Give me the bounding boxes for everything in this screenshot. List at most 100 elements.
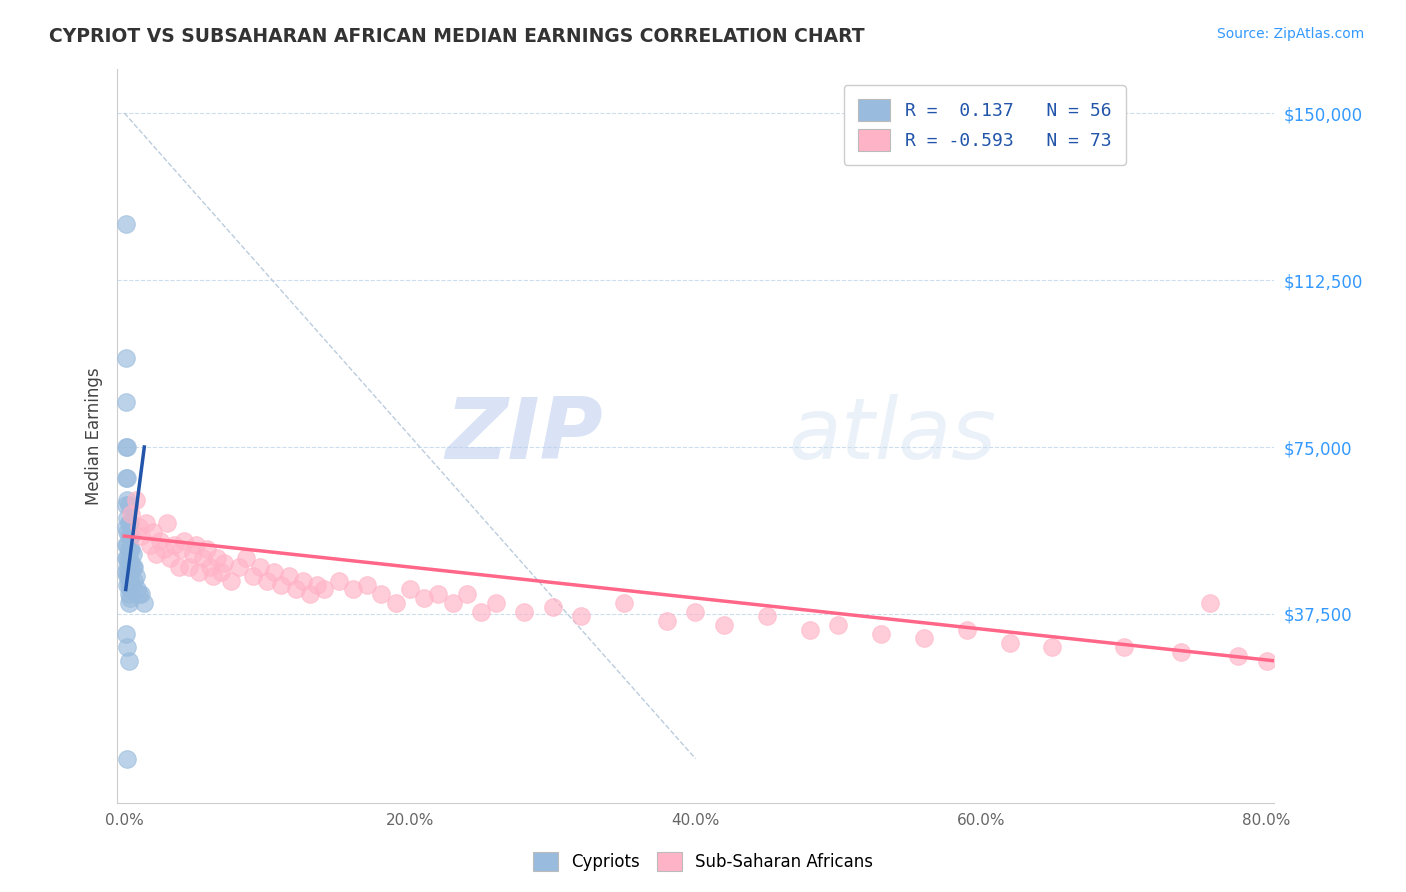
Point	[370, 587, 392, 601]
Point	[115, 524, 138, 539]
Point	[655, 614, 678, 628]
Point	[356, 578, 378, 592]
Y-axis label: Median Earnings: Median Earnings	[86, 367, 103, 505]
Point	[117, 560, 139, 574]
Point	[128, 520, 150, 534]
Point	[145, 547, 167, 561]
Point	[314, 582, 336, 597]
Point	[184, 538, 207, 552]
Point	[298, 587, 321, 601]
Point	[142, 524, 165, 539]
Point	[1198, 596, 1220, 610]
Point	[124, 574, 146, 588]
Point	[121, 529, 143, 543]
Point	[115, 578, 138, 592]
Point	[1112, 640, 1135, 655]
Point	[127, 582, 149, 597]
Point	[114, 627, 136, 641]
Point	[115, 471, 138, 485]
Point	[114, 218, 136, 232]
Point	[221, 574, 243, 588]
Point	[118, 582, 141, 597]
Point	[114, 520, 136, 534]
Point	[167, 560, 190, 574]
Point	[277, 569, 299, 583]
Point	[117, 569, 139, 583]
Point	[117, 551, 139, 566]
Point	[912, 632, 935, 646]
Point	[263, 565, 285, 579]
Point	[242, 569, 264, 583]
Point	[118, 574, 141, 588]
Point	[117, 516, 139, 530]
Point	[115, 511, 138, 525]
Point	[131, 529, 153, 543]
Point	[613, 596, 636, 610]
Point	[441, 596, 464, 610]
Point	[118, 591, 141, 606]
Point	[115, 752, 138, 766]
Point	[135, 516, 157, 530]
Point	[413, 591, 436, 606]
Point	[342, 582, 364, 597]
Point	[118, 529, 141, 543]
Point	[1227, 649, 1250, 664]
Point	[484, 596, 506, 610]
Point	[201, 569, 224, 583]
Text: CYPRIOT VS SUBSAHARAN AFRICAN MEDIAN EARNINGS CORRELATION CHART: CYPRIOT VS SUBSAHARAN AFRICAN MEDIAN EAR…	[49, 27, 865, 45]
Point	[713, 618, 735, 632]
Point	[384, 596, 406, 610]
Point	[114, 351, 136, 365]
Point	[114, 395, 136, 409]
Point	[114, 538, 136, 552]
Point	[114, 498, 136, 512]
Point	[284, 582, 307, 597]
Point	[117, 498, 139, 512]
Point	[177, 560, 200, 574]
Point	[118, 516, 141, 530]
Point	[159, 551, 181, 566]
Point	[121, 565, 143, 579]
Point	[124, 560, 146, 574]
Point	[799, 623, 821, 637]
Point	[115, 440, 138, 454]
Point	[827, 618, 849, 632]
Point	[117, 529, 139, 543]
Point	[399, 582, 422, 597]
Point	[195, 542, 218, 557]
Point	[956, 623, 979, 637]
Point	[115, 569, 138, 583]
Point	[998, 636, 1021, 650]
Point	[163, 538, 186, 552]
Point	[870, 627, 893, 641]
Point	[198, 560, 221, 574]
Point	[214, 556, 236, 570]
Point	[117, 596, 139, 610]
Point	[149, 533, 172, 548]
Point	[122, 560, 145, 574]
Point	[117, 587, 139, 601]
Point	[755, 609, 778, 624]
Point	[114, 565, 136, 579]
Legend: R =  0.137   N = 56, R = -0.593   N = 73: R = 0.137 N = 56, R = -0.593 N = 73	[844, 85, 1126, 165]
Point	[156, 516, 179, 530]
Point	[513, 605, 536, 619]
Point	[115, 551, 138, 566]
Point	[125, 569, 148, 583]
Point	[115, 538, 138, 552]
Point	[270, 578, 292, 592]
Point	[117, 654, 139, 668]
Point	[118, 556, 141, 570]
Point	[249, 560, 271, 574]
Point	[118, 542, 141, 557]
Point	[128, 587, 150, 601]
Point	[235, 551, 257, 566]
Point	[173, 533, 195, 548]
Point	[114, 551, 136, 566]
Point	[427, 587, 450, 601]
Point	[209, 565, 232, 579]
Point	[205, 551, 228, 566]
Point	[291, 574, 314, 588]
Point	[1042, 640, 1064, 655]
Point	[114, 471, 136, 485]
